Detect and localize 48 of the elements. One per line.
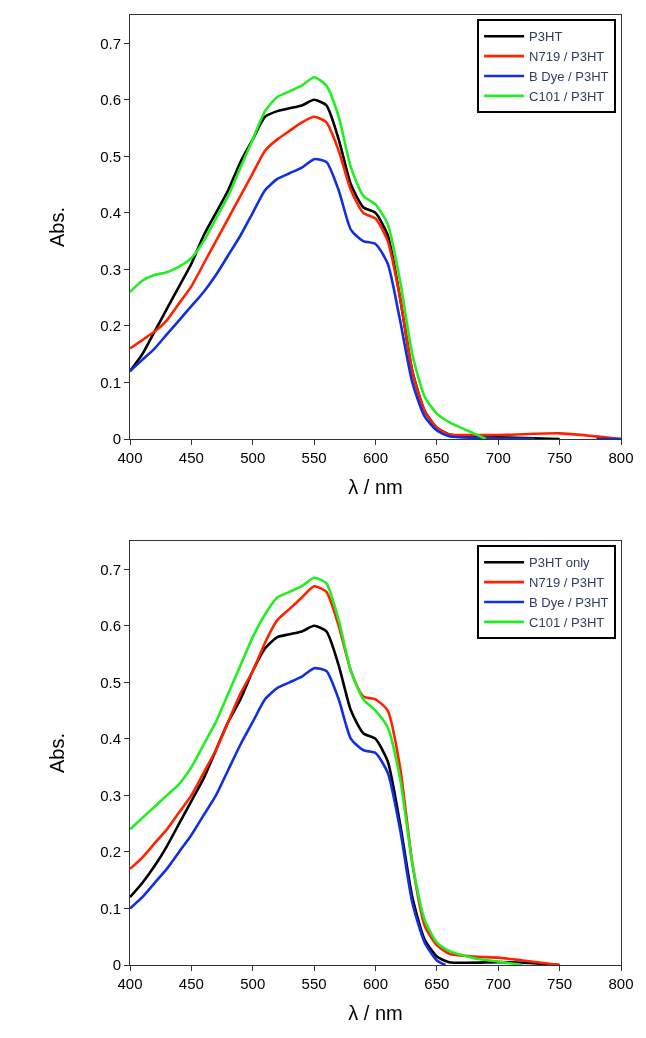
legend-label: P3HT only [529, 555, 591, 571]
y-tick-label: 0 [112, 956, 121, 974]
x-tick-label: 400 [117, 975, 143, 992]
x-tick-label: 800 [608, 975, 634, 992]
line-series [130, 75, 488, 439]
legend-label: B Dye / P3HT [529, 69, 609, 85]
y-tick-label: 0.5 [100, 147, 121, 165]
y-tick-label: 0 [112, 430, 121, 448]
x-tick-label: 500 [240, 975, 266, 992]
x-tick-label: 650 [424, 449, 450, 466]
y-tick-label: 0.4 [100, 204, 121, 222]
y-tick-label: 0.1 [100, 899, 121, 917]
x-axis-title: λ / nm [348, 475, 403, 498]
x-tick-label: 400 [117, 449, 143, 466]
x-tick-label: 700 [485, 449, 511, 466]
y-tick-label: 0.6 [100, 617, 121, 635]
x-tick-label: 500 [240, 449, 266, 466]
y-tick-label: 0.7 [100, 560, 121, 578]
y-tick-label: 0.4 [100, 730, 121, 748]
legend-label: N719 / P3HT [529, 575, 605, 591]
y-axis-title: Abs. [45, 732, 68, 774]
x-tick-label: 750 [547, 975, 573, 992]
x-tick-label: 750 [547, 449, 573, 466]
x-tick-label: 450 [178, 449, 204, 466]
y-tick-label: 0.7 [100, 34, 121, 52]
legend-label: N719 / P3HT [529, 49, 605, 65]
y-axis-title: Abs. [45, 206, 68, 248]
y-tick-label: 0.2 [100, 843, 121, 861]
legend-label: C101 / P3HT [529, 614, 605, 630]
x-tick-label: 600 [362, 975, 389, 992]
x-tick-label: 550 [301, 975, 327, 992]
y-tick-label: 0.3 [100, 786, 121, 804]
y-tick-label: 0.1 [100, 373, 121, 391]
legend-label: P3HT [529, 29, 563, 45]
y-tick-label: 0.2 [100, 317, 121, 335]
x-tick-label: 450 [178, 975, 204, 992]
legend-label: C101 / P3HT [529, 88, 605, 104]
y-tick-label: 0.5 [100, 673, 121, 691]
x-tick-label: 600 [362, 449, 389, 466]
legend-label: B Dye / P3HT [529, 595, 609, 611]
x-tick-label: 650 [424, 975, 450, 992]
x-tick-label: 550 [301, 449, 327, 466]
line-series [130, 666, 447, 965]
x-tick-label: 700 [485, 975, 511, 992]
x-tick-label: 800 [608, 449, 634, 466]
x-axis-title: λ / nm [348, 1001, 403, 1024]
y-tick-label: 0.3 [100, 260, 121, 278]
y-tick-label: 0.6 [100, 91, 121, 109]
